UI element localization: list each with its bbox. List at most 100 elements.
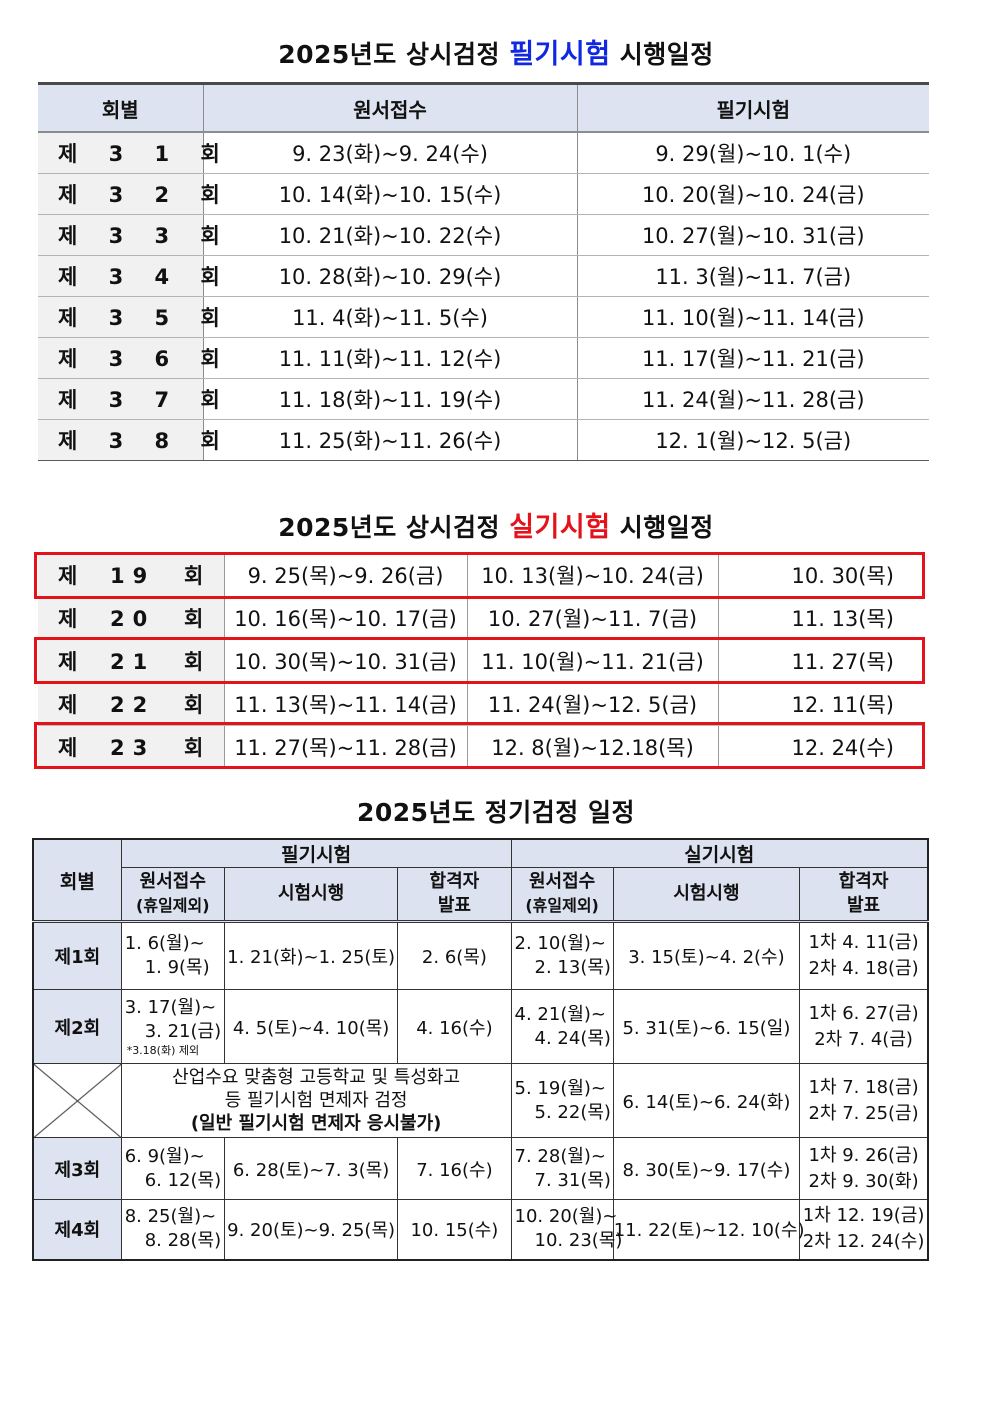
result-first: 1차 9. 26(금) — [808, 1144, 919, 1166]
exam-period-cell: 12. 8(월)~12.18(목) — [466, 725, 718, 769]
notice-line: (일반 필기시험 면제자 응시불가) — [190, 1113, 442, 1134]
practical-exam-cell: 5. 31(토)~6. 15(일) — [612, 989, 801, 1064]
title-suffix: 시행일정 — [610, 40, 714, 69]
round-cell: 제 3 8 회 — [38, 419, 220, 461]
written-result-cell: 10. 15(수) — [397, 1199, 512, 1260]
practical-result-cell: 1차 12. 19(금) 2차 12. 24(수) — [799, 1199, 929, 1260]
written-exam-schedule-table: 회별 원서접수 필기시험 제 3 1 회 9. 23(화)~9. 24(수) 9. … — [38, 82, 929, 461]
section1-title: 2025년도 상시검정 필기시험 시행일정 — [0, 32, 992, 71]
exam-period-cell: 11. 3(월)~11. 7(금) — [576, 255, 929, 297]
header-exam: 필기시험 — [576, 82, 929, 133]
apply-period-cell: 10. 21(화)~10. 22(수) — [202, 214, 577, 256]
round-number: 19 — [110, 564, 156, 588]
title-highlight: 실기시험 — [509, 512, 611, 543]
round-prefix: 제 — [58, 564, 78, 588]
header-round: 회별 — [32, 838, 122, 922]
header-practical-exam: 시험시행 — [612, 867, 801, 922]
header-result-line2: 발표 — [847, 895, 881, 916]
exam-period-cell: 11. 24(월)~12. 5(금) — [466, 682, 718, 726]
table-row: 제 20 회 10. 16(목)~10. 17(금) 10. 27(월)~11. 7(금… — [38, 596, 922, 640]
header-written-exam: 시험시행 — [223, 867, 399, 922]
title-prefix: 2025년도 상시검정 — [278, 40, 510, 69]
table-row: 제2회 3. 17(월)~ 3. 21(금) *3.18(화) 제외 4. 5(토)~4… — [32, 989, 929, 1064]
written-result-cell: 4. 16(수) — [397, 989, 512, 1064]
date-start: 3. 17(월)~ — [124, 996, 217, 1018]
result-second: 2차 7. 25(금) — [808, 1102, 919, 1124]
header-apply: 원서접수 — [202, 82, 577, 133]
written-exam-cell: 4. 5(토)~4. 10(목) — [223, 989, 399, 1064]
result-second: 2차 7. 4(금) — [814, 1028, 913, 1050]
table-row: 제 3 6 회 11. 11(화)~11. 12(수) 11. 17(월)~11. … — [38, 337, 929, 379]
round-cell: 제 22 회 — [38, 682, 224, 726]
highlight-box-round-19 — [34, 552, 925, 599]
date-end: 7. 31(목) — [534, 1169, 611, 1191]
written-exam-cell: 6. 28(토)~7. 3(목) — [223, 1137, 399, 1200]
practical-apply-cell: 2. 10(월)~ 2. 13(목) — [510, 921, 614, 990]
round-number: 20 — [110, 607, 156, 631]
date-start: 4. 21(월)~ — [514, 1003, 607, 1025]
exam-period-cell: 11. 10(월)~11. 21(금) — [466, 639, 718, 683]
table-row: 제 19 회 9. 25(목)~9. 26(금) 10. 13(월)~10. 24(금)… — [38, 554, 922, 597]
round-number: 22 — [110, 693, 156, 717]
result-first: 1차 7. 18(금) — [808, 1076, 919, 1098]
apply-period-cell: 10. 16(목)~10. 17(금) — [223, 596, 467, 640]
exam-period-cell: 11. 24(월)~11. 28(금) — [576, 378, 929, 420]
section3-title: 2025년도 정기검정 일정 — [357, 798, 635, 827]
practical-exam-cell: 6. 14(토)~6. 24(화) — [612, 1063, 801, 1138]
date-end: 6. 12(목) — [144, 1169, 222, 1191]
practical-apply-cell: 7. 28(월)~ 7. 31(목) — [510, 1137, 614, 1200]
result-second: 2차 9. 30(화) — [808, 1170, 919, 1192]
header-written-result: 합격자 발표 — [397, 867, 512, 922]
table-row: 산업수요 맞춤형 고등학교 및 특성화고 등 필기시험 면제자 검정 (일반 필기시… — [32, 1063, 929, 1138]
round-cell: 제 3 7 회 — [38, 378, 220, 420]
date-end: 2. 13(목) — [534, 957, 611, 978]
highlight-box-round-23 — [34, 722, 925, 769]
round-number: 21 — [110, 650, 156, 674]
date-start: 7. 28(월)~ — [514, 1145, 607, 1167]
practical-exam-cell: 11. 22(토)~12. 10(수) — [612, 1199, 805, 1260]
practical-result-cell: 1차 6. 27(금) 2차 7. 4(금) — [799, 989, 929, 1064]
date-start: 5. 19(월)~ — [514, 1077, 607, 1099]
table-row: 제 3 3 회 10. 21(화)~10. 22(수) 10. 27(월)~10. … — [38, 214, 929, 256]
title-suffix: 시행일정 — [610, 513, 714, 542]
written-exam-cell: 1. 21(화)~1. 25(토) — [223, 921, 399, 990]
apply-period-cell: 11. 25(화)~11. 26(수) — [202, 419, 577, 461]
round-prefix: 제 — [58, 607, 78, 631]
result-date-cell: 11. 13(목) — [717, 596, 922, 640]
result-date-cell: 12. 24(수) — [717, 725, 922, 769]
written-apply-cell: 3. 17(월)~ 3. 21(금) *3.18(화) 제외 — [120, 989, 225, 1064]
date-start: 8. 25(월)~ — [124, 1206, 217, 1228]
round-prefix: 제 — [58, 736, 78, 760]
round-cell: 제 3 4 회 — [38, 255, 220, 297]
header-apply-label: 원서접수 — [139, 871, 206, 892]
exam-period-cell: 12. 1(월)~12. 5(금) — [576, 419, 929, 461]
header-practical: 실기시험 — [510, 838, 929, 868]
round-suffix: 회 — [184, 564, 204, 588]
round-cell: 제 20 회 — [38, 596, 224, 640]
practical-exam-cell: 8. 30(토)~9. 17(수) — [612, 1137, 801, 1200]
header-row-columns: 원서접수 (휴일제외) 시험시행 합격자 발표 원서접수 (휴일제외) 시험시행 합격… — [33, 867, 929, 922]
table-row: 제 3 5 회 11. 4(화)~11. 5(수) 11. 10(월)~11. 14… — [38, 296, 929, 338]
result-date-cell: 11. 27(목) — [717, 639, 922, 683]
round-cell: 제4회 — [32, 1199, 122, 1260]
practical-result-cell: 1차 9. 26(금) 2차 9. 30(화) — [799, 1137, 929, 1200]
apply-period-cell: 10. 30(목)~10. 31(금) — [223, 639, 467, 683]
date-start: 6. 9(월)~ — [124, 1145, 205, 1167]
apply-period-cell: 11. 18(화)~11. 19(수) — [202, 378, 577, 420]
written-apply-cell: 6. 9(월)~ 6. 12(목) — [120, 1137, 225, 1200]
exam-period-cell: 10. 20(월)~10. 24(금) — [576, 173, 929, 215]
table-row: 제 3 8 회 11. 25(화)~11. 26(수) 12. 1(월)~12. 5… — [38, 419, 929, 461]
practical-apply-cell: 5. 19(월)~ 5. 22(목) — [510, 1063, 614, 1138]
table-row: 제 3 2 회 10. 14(화)~10. 15(수) 10. 20(월)~10. … — [38, 173, 929, 215]
table-row: 제4회 8. 25(월)~ 8. 28(목) 9. 20(토)~9. 25(목) 10.… — [32, 1199, 929, 1260]
header-apply-label: 원서접수 — [529, 871, 596, 892]
table-row: 제 3 1 회 9. 23(화)~9. 24(수) 9. 29(월)~10. 1(수… — [38, 132, 929, 174]
date-start: 10. 20(월)~ — [514, 1206, 618, 1228]
apply-period-cell: 11. 4(화)~11. 5(수) — [202, 296, 577, 338]
round-cell: 제 3 2 회 — [38, 173, 220, 215]
table-row: 제1회 1. 6(월)~ 1. 9(목) 1. 21(화)~1. 25(토) 2. 6(… — [32, 921, 929, 990]
notice-line: 등 필기시험 면제자 검정 — [224, 1090, 408, 1111]
header-result-line2: 발표 — [437, 895, 471, 916]
result-first: 1차 6. 27(금) — [808, 1002, 919, 1024]
practical-result-cell: 1차 7. 18(금) 2차 7. 25(금) — [799, 1063, 929, 1138]
